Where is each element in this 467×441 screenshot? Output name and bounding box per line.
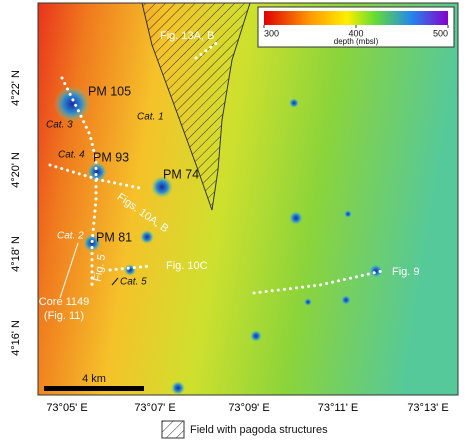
x-tick-label: 73°13' E [407,402,448,414]
colorbar-tick-label: 400 [348,28,363,38]
figure-ref: Fig. 10C [166,260,208,272]
colorbar-ramp [264,11,448,25]
bathymetry [38,3,458,395]
figure-ref: Fig. 9 [392,266,420,278]
core-label: Core 1149 [39,296,90,308]
colorbar-tick-label: 500 [433,28,448,38]
core-label: (Fig. 11) [44,310,84,322]
y-tick-label: 4°20' N [10,152,22,188]
x-tick-label: 73°07' E [134,402,175,414]
legend-label: Field with pagoda structures [190,424,328,436]
y-tick-label: 4°18' N [10,236,22,272]
site-label: PM 74 [163,167,199,181]
y-tick-label: 4°22' N [10,70,22,106]
category-label: Cat. 3 [46,120,73,131]
map-area: PM 105 PM 93 PM 74 PM 81 Cat. 1 Cat. 2 C… [38,3,458,395]
category-label: Cat. 5 [120,277,147,288]
colorbar: depth (mbsl) 300 400 500 [258,7,454,47]
category-label: Cat. 1 [137,112,164,123]
x-axis: 73°05' E 73°07' E 73°09' E 73°11' E 73°1… [46,402,448,414]
category-label: Cat. 2 [57,231,84,242]
legend-swatch [162,421,184,438]
x-tick-label: 73°11' E [318,402,359,414]
x-tick-label: 73°05' E [46,402,87,414]
scale-label: 4 km [82,373,106,385]
colorbar-tick-label: 300 [264,28,279,38]
y-tick-label: 4°16' N [10,320,22,356]
site-label: PM 81 [96,230,132,244]
figure-ref: Fig. 13A, B [160,30,214,42]
colorbar-label: depth (mbsl) [334,37,379,46]
category-label: Cat. 4 [58,150,85,161]
y-axis: 4°22' N 4°20' N 4°18' N 4°16' N [10,70,22,356]
site-label: PM 93 [93,150,129,164]
scale-bar [44,386,144,391]
site-label: PM 105 [88,84,131,98]
x-tick-label: 73°09' E [228,402,269,414]
map-figure: PM 105 PM 93 PM 74 PM 81 Cat. 1 Cat. 2 C… [0,0,467,441]
legend: Field with pagoda structures [162,421,328,438]
